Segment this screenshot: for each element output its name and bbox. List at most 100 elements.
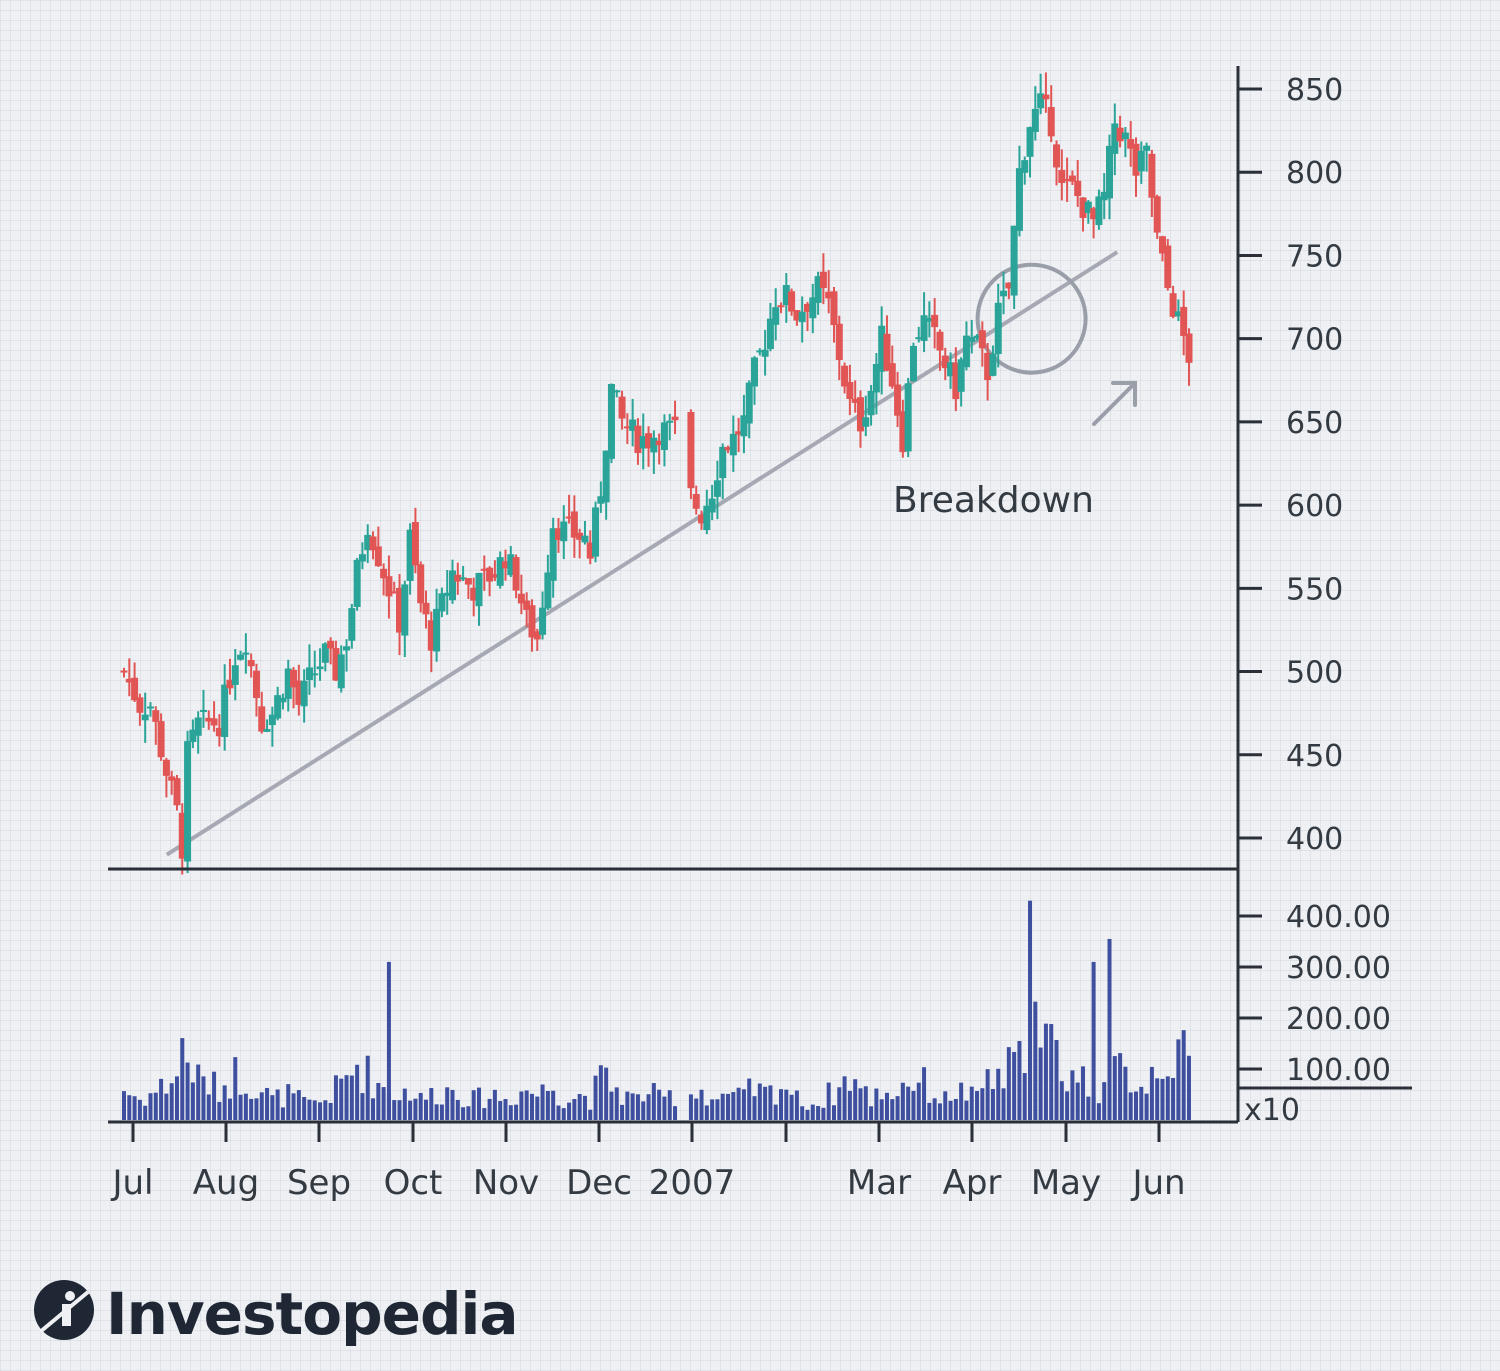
candle-body — [941, 355, 949, 369]
breakdown-circle — [975, 262, 1088, 375]
candle-body — [968, 337, 976, 343]
candle-body — [252, 670, 260, 699]
candle-body — [888, 363, 896, 387]
candle-body — [247, 660, 255, 667]
candle-body — [348, 608, 356, 641]
candle-body — [215, 727, 223, 737]
volume-bar — [752, 1096, 757, 1120]
candle-body — [168, 776, 176, 781]
volume-bar — [943, 1091, 948, 1120]
volume-bar — [699, 1089, 704, 1120]
volume-bar — [688, 1094, 693, 1120]
volume-bar — [704, 1105, 709, 1120]
volume-bar — [614, 1087, 619, 1120]
volume-bar — [227, 1098, 232, 1120]
candle-body — [1153, 196, 1161, 233]
candle-body — [470, 587, 478, 601]
volume-bar — [259, 1092, 264, 1120]
candle-body — [666, 420, 674, 423]
candle-body — [655, 440, 663, 446]
volume-bar — [254, 1098, 259, 1120]
volume-bar — [122, 1091, 126, 1120]
investopedia-logo[interactable]: Investopedia — [34, 1280, 519, 1348]
volume-bar — [763, 1086, 768, 1120]
volume-bar — [381, 1087, 386, 1120]
candle-body — [862, 417, 870, 427]
candle-body — [549, 528, 557, 581]
candle-body — [856, 397, 864, 432]
candle-body — [290, 669, 298, 688]
volume-bar — [1059, 1081, 1064, 1120]
volume-bar — [514, 1104, 519, 1120]
volume-bar — [196, 1064, 201, 1120]
volume-bar — [720, 1093, 725, 1120]
volume-bar — [842, 1076, 847, 1120]
candle-body — [803, 303, 811, 312]
candle-body — [120, 670, 128, 673]
volume-bar — [556, 1105, 561, 1120]
candle-body — [411, 522, 419, 566]
candle-body — [634, 425, 642, 454]
volume-bar — [529, 1093, 534, 1120]
volume-bar — [318, 1102, 323, 1120]
candle-body — [300, 680, 308, 707]
volume-bar — [286, 1084, 291, 1120]
candle-body — [1074, 180, 1082, 197]
candle-body — [454, 574, 462, 582]
volume-bar — [143, 1105, 148, 1120]
candle-body — [867, 390, 875, 416]
candle-body — [846, 381, 854, 399]
candle-body — [1143, 145, 1151, 151]
volume-bar — [466, 1106, 471, 1120]
candle-body — [406, 529, 414, 581]
candle-body — [597, 496, 605, 504]
candle-body — [894, 384, 902, 416]
volume-bar — [609, 1091, 614, 1120]
volume-bar — [1096, 1103, 1101, 1120]
price-tick-label: 750 — [1286, 239, 1343, 274]
volume-bar — [1054, 1040, 1059, 1120]
volume-bar — [948, 1100, 953, 1120]
volume-bar — [922, 1067, 927, 1120]
candle-body — [554, 528, 562, 541]
volume-bar — [969, 1086, 974, 1120]
candle-body — [761, 349, 769, 357]
candle-body — [962, 335, 970, 368]
volume-bar — [779, 1089, 784, 1120]
candle-body — [766, 318, 774, 350]
volume-bar — [757, 1083, 762, 1120]
volume-bar — [371, 1098, 376, 1120]
price-tick-label: 400 — [1286, 822, 1343, 857]
candle-body — [1148, 153, 1156, 198]
candle-body — [401, 584, 409, 636]
month-tick-label: Jun — [1130, 1163, 1185, 1203]
candle-body — [501, 561, 509, 569]
candle-body — [830, 291, 838, 326]
volume-bar — [174, 1076, 179, 1120]
candle-body — [713, 480, 721, 497]
candle-body — [798, 311, 806, 323]
candle-body — [756, 350, 764, 353]
candle-body — [1005, 282, 1013, 289]
candle-body — [841, 365, 849, 387]
volume-bar — [662, 1096, 667, 1120]
candle-body — [883, 333, 891, 371]
candle-body — [178, 812, 186, 859]
candle-body — [613, 390, 621, 393]
candle-body — [528, 605, 536, 638]
volume-bar — [1086, 1096, 1091, 1120]
volume-bar — [132, 1096, 137, 1120]
volume-bar — [831, 1105, 836, 1120]
volume-bar — [386, 961, 391, 1120]
candle-body — [279, 697, 287, 703]
volume-bar — [884, 1092, 889, 1120]
volume-bar — [869, 1106, 874, 1120]
price-candles — [120, 72, 1193, 875]
price-tick-label: 850 — [1286, 73, 1343, 108]
volume-bar — [302, 1097, 307, 1120]
volume-tick-label: 400.00 — [1286, 900, 1391, 935]
candle-body — [327, 640, 335, 649]
candle-body — [274, 695, 282, 719]
candle-body — [295, 680, 303, 705]
volume-bar — [397, 1100, 402, 1120]
